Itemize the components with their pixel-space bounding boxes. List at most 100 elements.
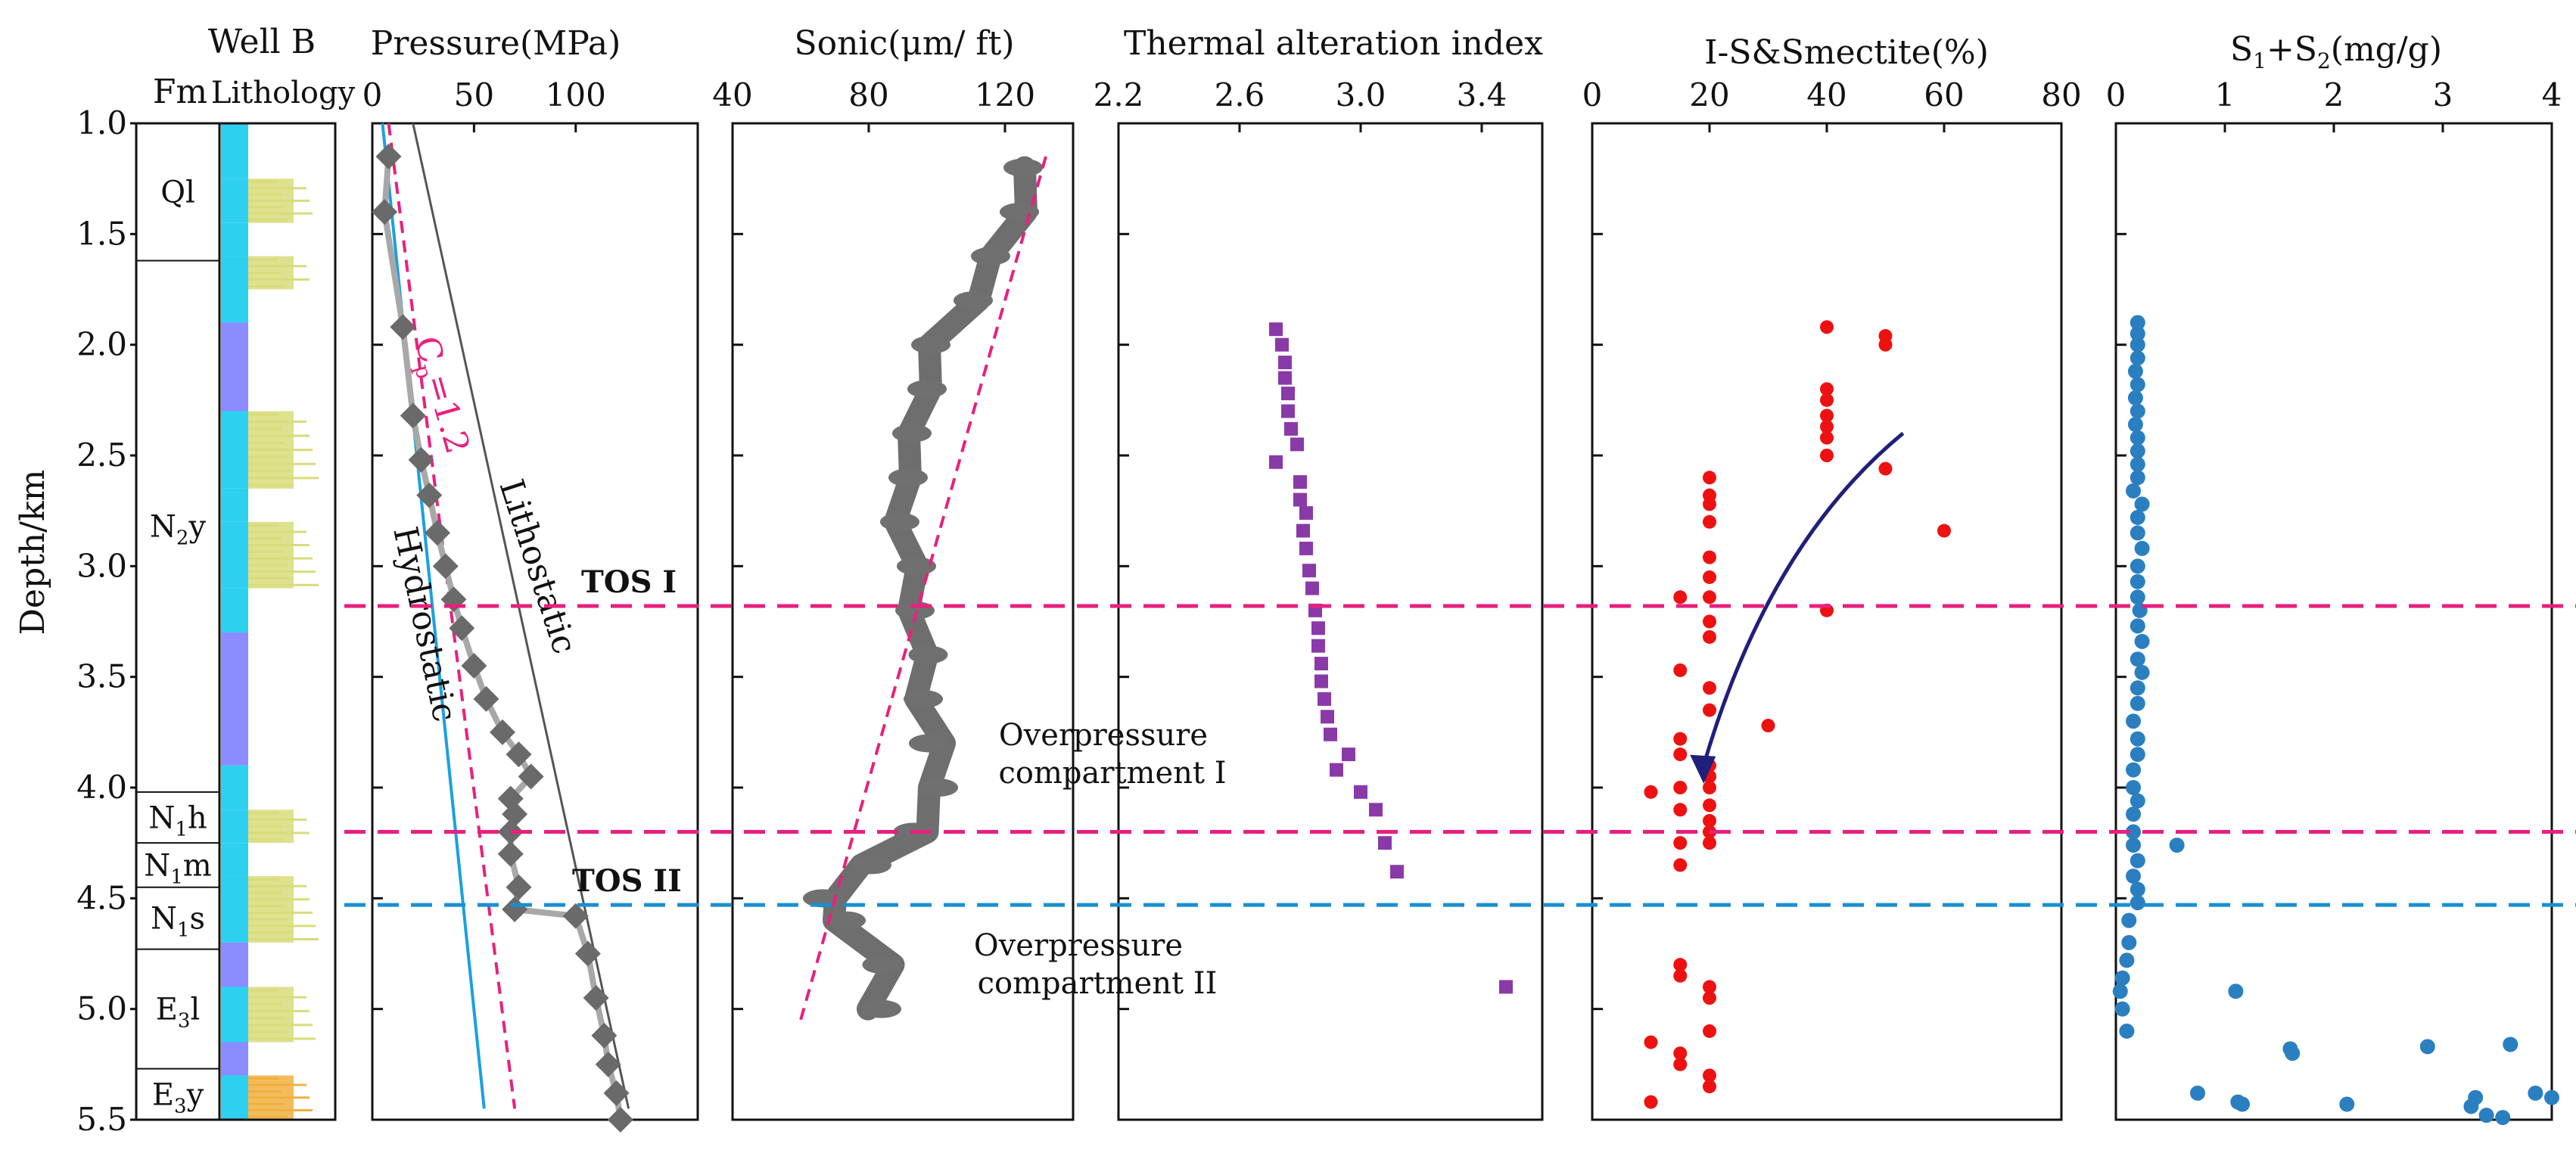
sonic-point [1003, 158, 1043, 177]
s1s2-point [2169, 838, 2185, 853]
tai-point [1275, 337, 1289, 352]
pressure-point [583, 985, 609, 1012]
lithology-layer-base [221, 488, 248, 522]
depth-tick-label: 1.5 [76, 215, 127, 252]
hydrostatic-label: Hydrostatic [385, 524, 464, 726]
is-point [1673, 836, 1688, 850]
sonic-trend-line [799, 156, 1047, 1021]
is-point [1878, 337, 1893, 352]
s1s2-tick-label: 3 [2433, 76, 2453, 113]
tai-point [1302, 564, 1316, 578]
formation-label: E3l [156, 993, 201, 1033]
pressure-point [497, 841, 524, 867]
is-point [1820, 393, 1834, 407]
pressure-tick-label: 100 [546, 76, 606, 113]
tai-point [1296, 524, 1310, 538]
s1s2-tick-label: 2 [2324, 76, 2344, 113]
lithology-layer-base [221, 289, 248, 323]
pressure-point [408, 446, 434, 473]
is-point [1673, 1046, 1688, 1061]
s1s2-point [2130, 337, 2145, 353]
pressure-point [432, 553, 459, 580]
s1s2-point [2478, 1108, 2494, 1123]
is-point [1703, 514, 1716, 529]
depth-tick-label: 1.0 [76, 104, 127, 141]
lithology-layer-base [221, 179, 248, 223]
is-point [1820, 449, 1834, 462]
tai-point [1369, 803, 1383, 817]
sonic-point [826, 911, 866, 930]
tai-tick-label: 2.2 [1094, 76, 1144, 113]
s1s2-point [2130, 618, 2145, 634]
pressure-point [591, 1022, 618, 1049]
pressure-tick-label: 0 [362, 76, 383, 113]
is-point [1673, 858, 1688, 872]
s1s2-tick-label: 1 [2215, 76, 2235, 113]
s1s2-point [2119, 1023, 2135, 1039]
s1s2-point [2130, 747, 2145, 763]
tai-point [1318, 691, 1331, 706]
is-point [1673, 590, 1688, 604]
is-point [1673, 968, 1688, 983]
s1s2-title: S1+S2(mg/g) [2230, 30, 2442, 73]
s1s2-point [2126, 713, 2142, 729]
is-point [1703, 1068, 1716, 1083]
is-point [1703, 1080, 1716, 1094]
pressure-title: Pressure(MPa) [371, 24, 621, 63]
lithology-layer-base [221, 765, 248, 810]
sonic-point [880, 512, 919, 531]
is-point [1820, 419, 1834, 434]
is-point [1761, 719, 1775, 733]
tai-point [1314, 674, 1328, 688]
is-tick-label: 40 [1806, 76, 1846, 113]
s1s2-point [2126, 806, 2142, 822]
s1s2-point [2127, 390, 2143, 406]
pressure-point [506, 874, 532, 900]
overpressure-2-line1: Overpressure [974, 928, 1183, 963]
well-column: Well B Fm Lithology Ql N2y N1h N1m N1s E3l E3y [135, 23, 356, 1121]
s1s2-point [2126, 869, 2142, 884]
pressure-point [497, 819, 524, 845]
is-smectite-panel: I-S&Smectite(%) 0 20 40 60 80 [1582, 33, 2082, 1121]
sonic-point [911, 335, 950, 354]
is-point [1703, 681, 1716, 695]
tai-point [1378, 836, 1392, 850]
s1s2-point [2126, 780, 2142, 795]
s1s2-point [2130, 695, 2145, 711]
lithology-layer-base [221, 843, 248, 877]
tai-point [1305, 581, 1319, 595]
lithology-layer-base [221, 256, 248, 290]
s1s2-point [2114, 970, 2130, 986]
s1s2-point [2127, 363, 2143, 379]
sonic-tick-label: 120 [975, 76, 1035, 113]
depth-tick-label: 5.0 [76, 990, 127, 1027]
is-tick-label: 80 [2041, 76, 2081, 113]
s1s2-point [2339, 1096, 2355, 1112]
tai-frame [1117, 122, 1544, 1121]
s1s2-point [2119, 953, 2135, 968]
s1s2-point [2130, 558, 2145, 574]
lithology-layer [221, 942, 248, 987]
overpressure-2-line2: compartment II [978, 966, 1218, 1001]
tai-tick-label: 2.6 [1215, 76, 1265, 113]
s1s2-point [2130, 403, 2145, 419]
tai-panel: Thermal alteration index 2.2 2.6 3.0 3.4 [1094, 24, 1544, 1121]
s1s2-panel: S1+S2(mg/g) 0 1 2 3 4 [2106, 30, 2562, 1126]
depth-tick-label: 2.5 [76, 437, 127, 474]
s1s2-point [2126, 762, 2142, 778]
pressure-point [372, 199, 398, 225]
well-title: Well B [208, 23, 316, 61]
s1s2-point [2235, 1096, 2251, 1112]
depth-tick-label: 4.5 [76, 879, 127, 916]
s1s2-point [2463, 1099, 2479, 1114]
s1s2-point [2130, 731, 2145, 747]
sonic-point [888, 468, 928, 487]
s1s2-point [2130, 651, 2145, 667]
is-point [1673, 958, 1688, 972]
is-point [1703, 980, 1716, 994]
is-point [1673, 747, 1688, 762]
s1s2-point [2130, 525, 2145, 541]
depth-tick-label: 3.0 [76, 547, 127, 584]
is-point [1644, 1035, 1658, 1049]
pressure-point [400, 402, 426, 429]
